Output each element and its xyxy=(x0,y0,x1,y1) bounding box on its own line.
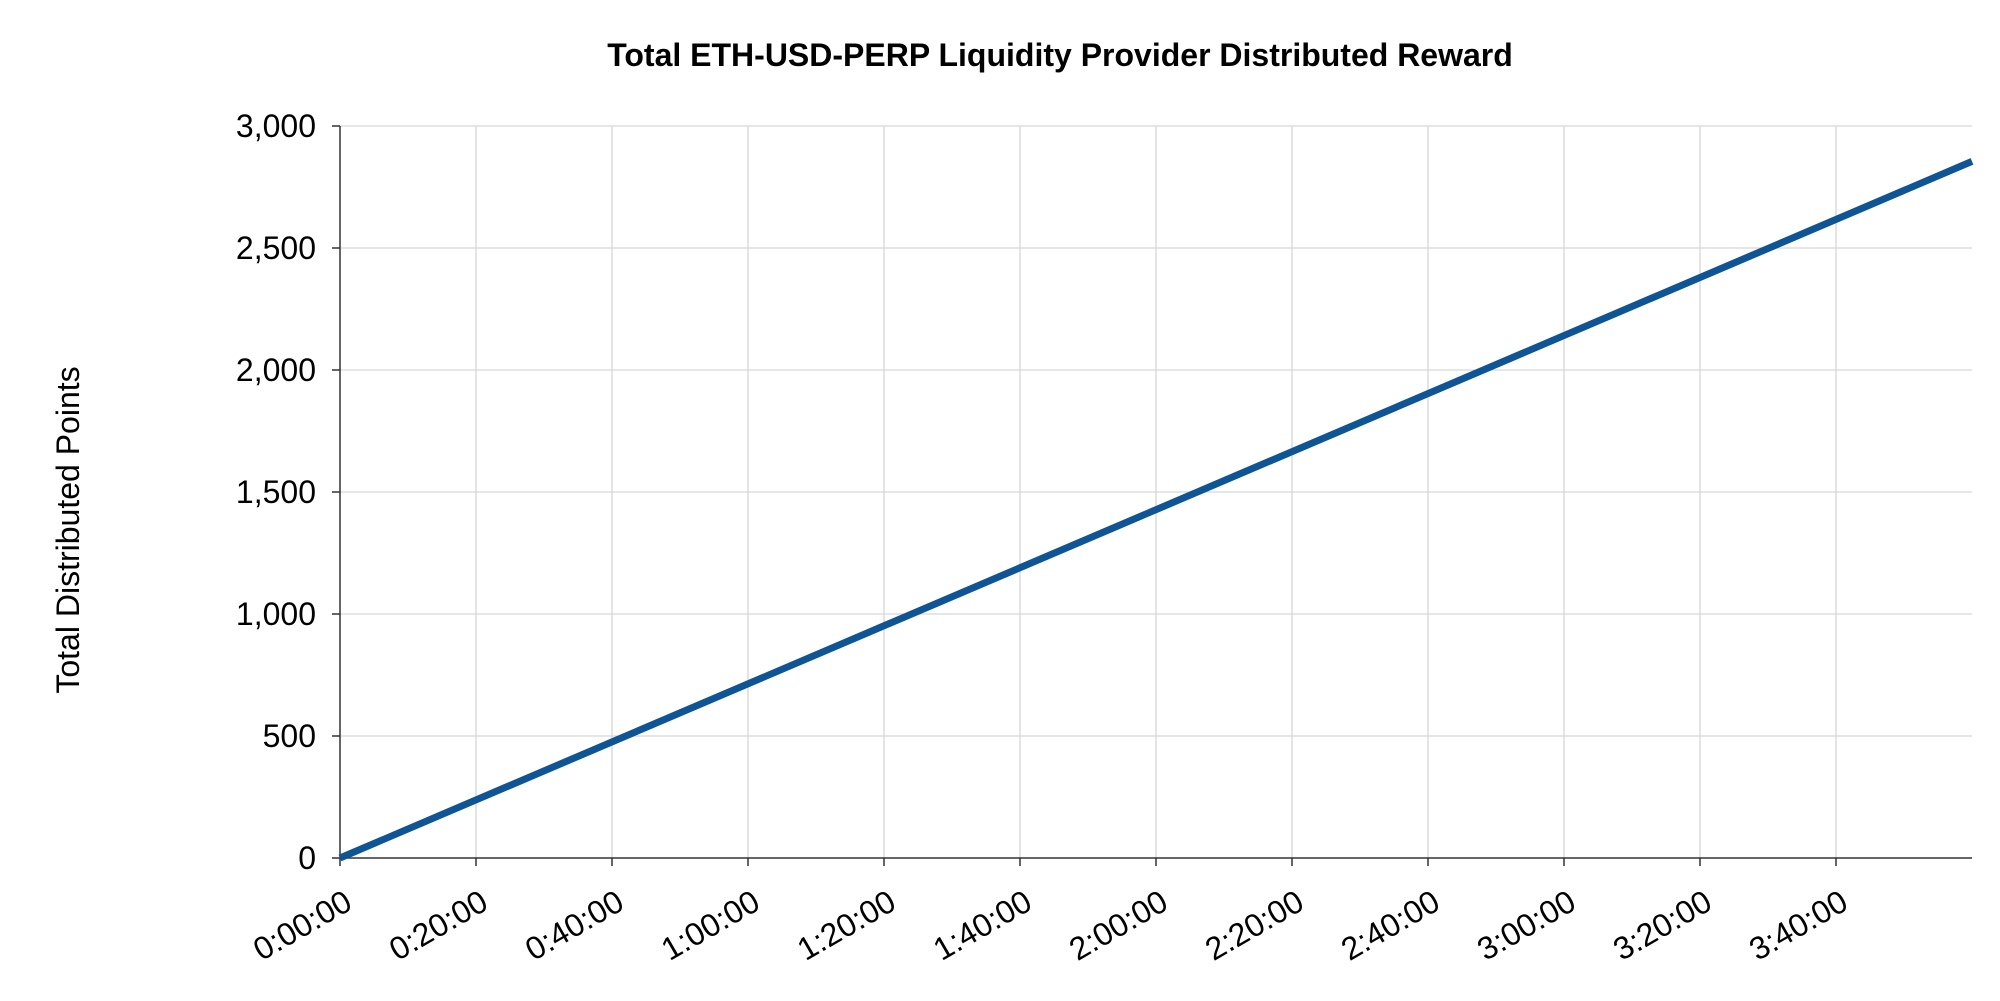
series-layer xyxy=(338,158,1974,862)
series-line-0 xyxy=(338,158,1974,862)
x-tick-label: 1:40:00 xyxy=(927,883,1037,968)
y-axis-label: Total Distributed Points xyxy=(50,366,86,693)
y-tick-label: 2,500 xyxy=(236,230,316,266)
y-tick-label: 500 xyxy=(263,718,316,754)
x-tick-label: 0:00:00 xyxy=(247,883,357,968)
x-tick-label: 2:00:00 xyxy=(1063,883,1173,968)
x-tick-label: 2:20:00 xyxy=(1199,883,1309,968)
x-tick-label: 3:00:00 xyxy=(1471,883,1581,968)
x-tick-label: 2:40:00 xyxy=(1335,883,1445,968)
y-tick-label: 0 xyxy=(298,840,316,876)
x-tick-label: 3:40:00 xyxy=(1743,883,1853,968)
x-tick-label: 1:00:00 xyxy=(655,883,765,968)
x-tick-label: 0:40:00 xyxy=(519,883,629,968)
axes xyxy=(332,125,1972,866)
x-tick-label: 1:20:00 xyxy=(791,883,901,968)
tick-labels: 0 500 1,000 1,500 2,000 2,500 3,000 0:00:00 0:20… xyxy=(236,108,1854,967)
x-tick-label: 0:20:00 xyxy=(383,883,493,968)
y-tick-label: 1,000 xyxy=(236,596,316,632)
y-tick-label: 3,000 xyxy=(236,108,316,144)
y-tick-label: 2,000 xyxy=(236,352,316,388)
chart-title: Total ETH-USD-PERP Liquidity Provider Di… xyxy=(607,37,1513,73)
x-tick-label: 3:20:00 xyxy=(1607,883,1717,968)
grid xyxy=(340,125,1972,858)
y-tick-label: 1,500 xyxy=(236,474,316,510)
